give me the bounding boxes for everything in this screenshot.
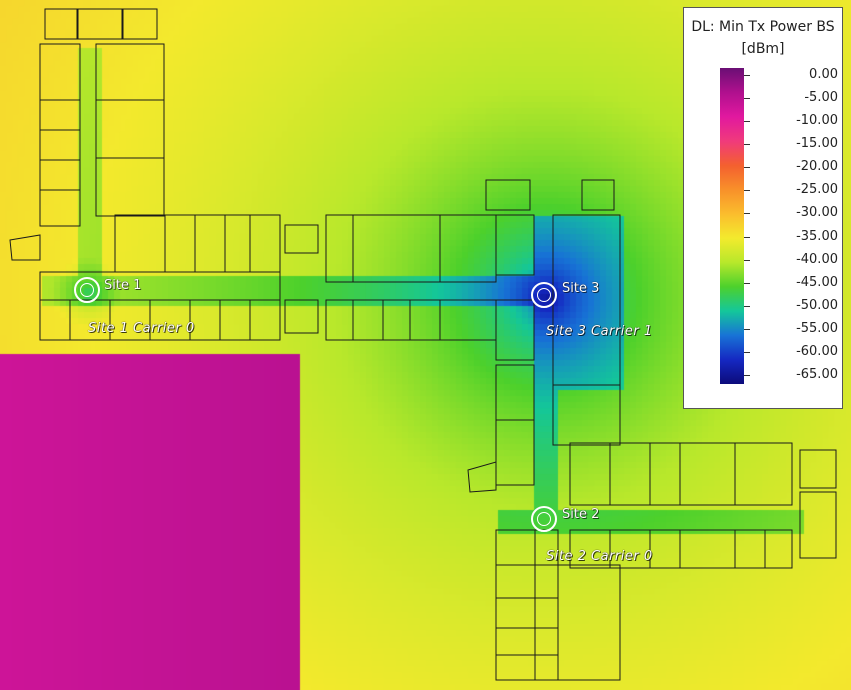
tick-label: -40.00 (796, 251, 838, 267)
legend: DL: Min Tx Power BS [dBm] 0.00 -5.00 -10.0… (683, 7, 843, 409)
room (39, 299, 281, 341)
legend-tick: -55.00 (744, 319, 844, 341)
legend-tick: -65.00 (744, 365, 844, 387)
tick-label: -25.00 (796, 182, 838, 198)
room (799, 491, 837, 559)
room (485, 179, 531, 211)
tick-mark (744, 236, 750, 238)
legend-tick: -30.00 (744, 203, 844, 225)
tick-mark (744, 375, 750, 376)
tick-mark (744, 167, 750, 169)
tick-mark (744, 98, 750, 100)
legend-tick: -45.00 (744, 273, 844, 295)
legend-tick: -60.00 (744, 342, 844, 364)
site-2-label: Site 2 (562, 507, 600, 522)
room (122, 8, 158, 40)
room (284, 224, 319, 254)
room (39, 43, 81, 227)
legend-tick: -10.00 (744, 111, 844, 133)
legend-tick: -35.00 (744, 227, 844, 249)
tick-label: -50.00 (796, 297, 838, 313)
room (95, 43, 165, 217)
tick-mark (744, 144, 750, 146)
room (325, 214, 497, 283)
tick-mark (744, 282, 750, 284)
site-3-antenna-icon[interactable] (531, 282, 557, 308)
tick-label: -30.00 (796, 205, 838, 221)
tick-mark (744, 213, 750, 215)
site-1-label: Site 1 (104, 278, 142, 293)
tick-label: -65.00 (796, 367, 838, 382)
legend-tick: -15.00 (744, 134, 844, 156)
room (495, 299, 535, 361)
tick-mark (744, 259, 750, 261)
room (77, 8, 123, 40)
site-1-antenna-icon[interactable] (74, 277, 100, 303)
tick-label: -35.00 (796, 228, 838, 244)
tick-label: -10.00 (796, 113, 838, 129)
site-3-carrier-label: Site 3 Carrier 1 (546, 324, 653, 339)
room (552, 214, 621, 386)
legend-color-bar (720, 68, 744, 384)
site-2-carrier-label: Site 2 Carrier 0 (546, 549, 653, 564)
room (114, 214, 281, 273)
room (557, 564, 621, 681)
room (44, 8, 78, 40)
room (581, 179, 615, 211)
legend-tick: -20.00 (744, 157, 844, 179)
room (495, 214, 535, 276)
tick-mark (744, 328, 750, 330)
tick-mark (744, 75, 750, 76)
legend-ticks: 0.00 -5.00 -10.00 -15.00 -20.00 -25.00 -30.00 -… (744, 65, 844, 387)
tick-mark (744, 305, 750, 307)
room (495, 364, 535, 486)
tick-label: -45.00 (796, 274, 838, 290)
legend-tick: -5.00 (744, 88, 844, 110)
room (325, 299, 497, 341)
tick-label: -60.00 (796, 343, 838, 359)
legend-title: DL: Min Tx Power BS [dBm] (684, 16, 842, 60)
room (552, 384, 621, 446)
tick-label: -15.00 (796, 136, 838, 152)
site-1-carrier-label: Site 1 Carrier 0 (88, 321, 195, 336)
tick-mark (744, 351, 750, 353)
room (284, 299, 319, 334)
legend-tick: -40.00 (744, 250, 844, 272)
tick-mark (744, 121, 750, 123)
room (569, 529, 793, 569)
site-2-antenna-icon[interactable] (531, 506, 557, 532)
legend-tick: -25.00 (744, 180, 844, 202)
legend-tick: -50.00 (744, 296, 844, 318)
legend-tick: 0.00 (744, 65, 844, 87)
legend-title-line1: DL: Min Tx Power BS (691, 19, 835, 35)
legend-unit: [dBm] (741, 41, 785, 57)
room (799, 449, 837, 489)
site-3-label: Site 3 (562, 281, 600, 296)
tick-label: 0.00 (809, 67, 838, 82)
room (569, 442, 793, 506)
tick-mark (744, 190, 750, 192)
tick-label: -55.00 (796, 320, 838, 336)
tick-label: -20.00 (796, 159, 838, 175)
tick-label: -5.00 (804, 90, 838, 106)
